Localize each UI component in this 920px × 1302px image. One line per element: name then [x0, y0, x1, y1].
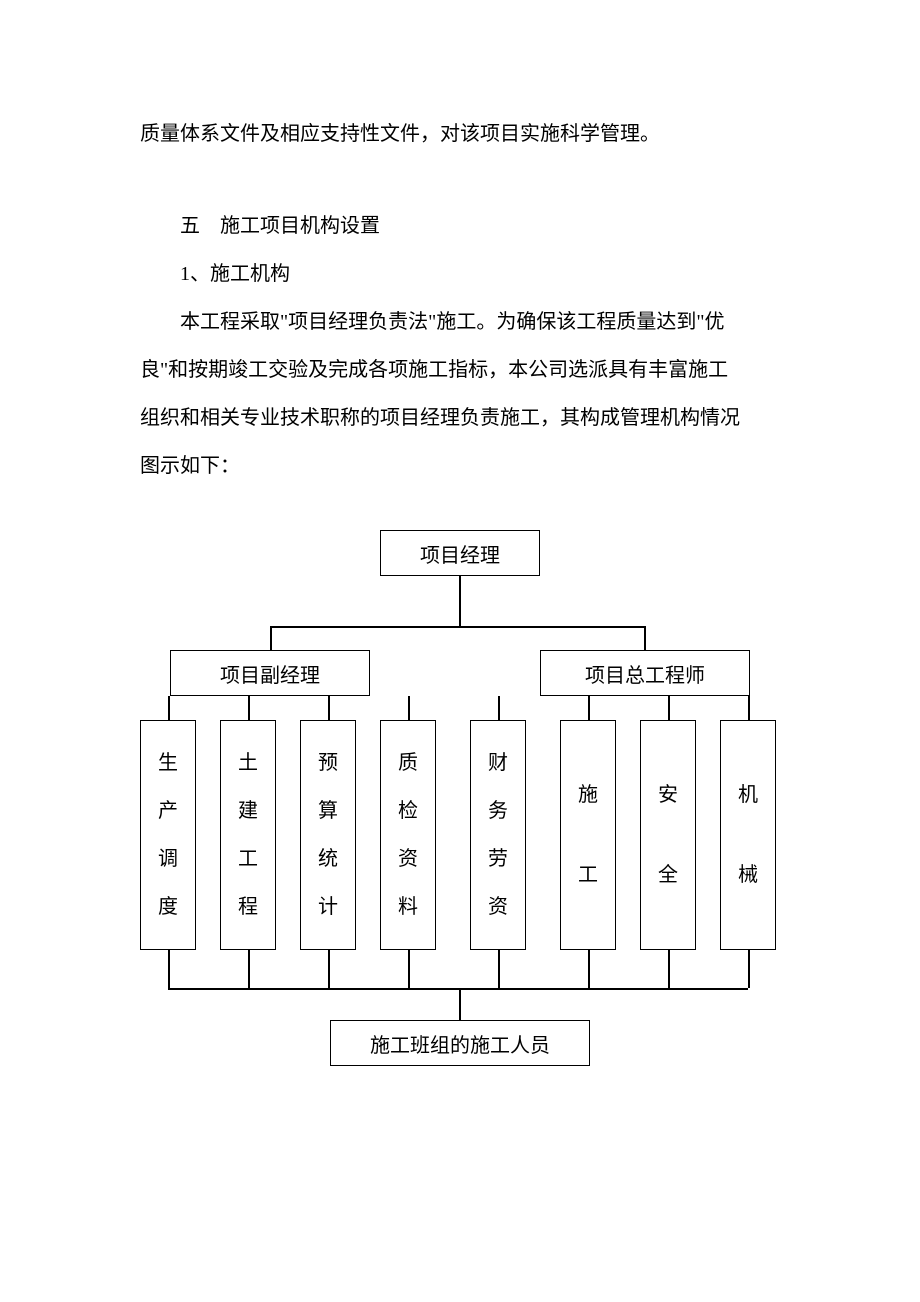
- node-dept-4: 财务劳资: [470, 720, 526, 950]
- leaf-top-conn-5: [588, 696, 590, 720]
- leaf-bot-conn-4: [498, 950, 500, 988]
- vline-0: [459, 576, 461, 626]
- hline-1: [168, 988, 748, 990]
- vline-2: [644, 626, 646, 650]
- spacer: [140, 158, 780, 202]
- leaf-top-conn-0: [168, 696, 170, 720]
- paragraph-2c: 组织和相关专业技术职称的项目经理负责施工，其构成管理机构情况: [140, 394, 780, 442]
- leaf-bot-conn-1: [248, 950, 250, 988]
- leaf-bot-conn-3: [408, 950, 410, 988]
- org-chart: 项目经理项目副经理 项目总工程师生产调度土建工程预算统计质检资料财务劳资施工安全机…: [140, 530, 780, 1090]
- leaf-bot-conn-0: [168, 950, 170, 988]
- leaf-top-conn-7: [748, 696, 750, 720]
- paragraph-2b: 良"和按期竣工交验及完成各项施工指标，本公司选派具有丰富施工: [140, 346, 780, 394]
- leaf-bot-conn-6: [668, 950, 670, 988]
- heading-5-sub: 1、施工机构: [140, 250, 780, 298]
- leaf-top-conn-6: [668, 696, 670, 720]
- leaf-top-conn-2: [328, 696, 330, 720]
- node-workers: 施工班组的施工人员: [330, 1020, 590, 1066]
- node-deputy-manager: 项目副经理: [170, 650, 370, 696]
- leaf-top-conn-1: [248, 696, 250, 720]
- node-dept-3: 质检资料: [380, 720, 436, 950]
- node-dept-5: 施工: [560, 720, 616, 950]
- leaf-top-conn-4: [498, 696, 500, 720]
- node-dept-1: 土建工程: [220, 720, 276, 950]
- heading-5: 五 施工项目机构设置: [140, 202, 780, 250]
- paragraph-2a: 本工程采取"项目经理负责法"施工。为确保该工程质量达到"优: [140, 298, 780, 346]
- vline-3: [459, 988, 461, 1020]
- paragraph-2d: 图示如下：: [140, 442, 780, 490]
- node-chief-engineer: 项目总工程师: [540, 650, 750, 696]
- vline-1: [270, 626, 272, 650]
- leaf-bot-conn-7: [748, 950, 750, 988]
- node-root: 项目经理: [380, 530, 540, 576]
- page-content: 质量体系文件及相应支持性文件，对该项目实施科学管理。 五 施工项目机构设置 1、…: [0, 0, 920, 1090]
- node-dept-2: 预算统计: [300, 720, 356, 950]
- leaf-top-conn-3: [408, 696, 410, 720]
- leaf-bot-conn-5: [588, 950, 590, 988]
- hline-0: [270, 626, 644, 628]
- node-dept-6: 安全: [640, 720, 696, 950]
- leaf-bot-conn-2: [328, 950, 330, 988]
- paragraph-1: 质量体系文件及相应支持性文件，对该项目实施科学管理。: [140, 110, 780, 158]
- node-dept-0: 生产调度: [140, 720, 196, 950]
- node-dept-7: 机械: [720, 720, 776, 950]
